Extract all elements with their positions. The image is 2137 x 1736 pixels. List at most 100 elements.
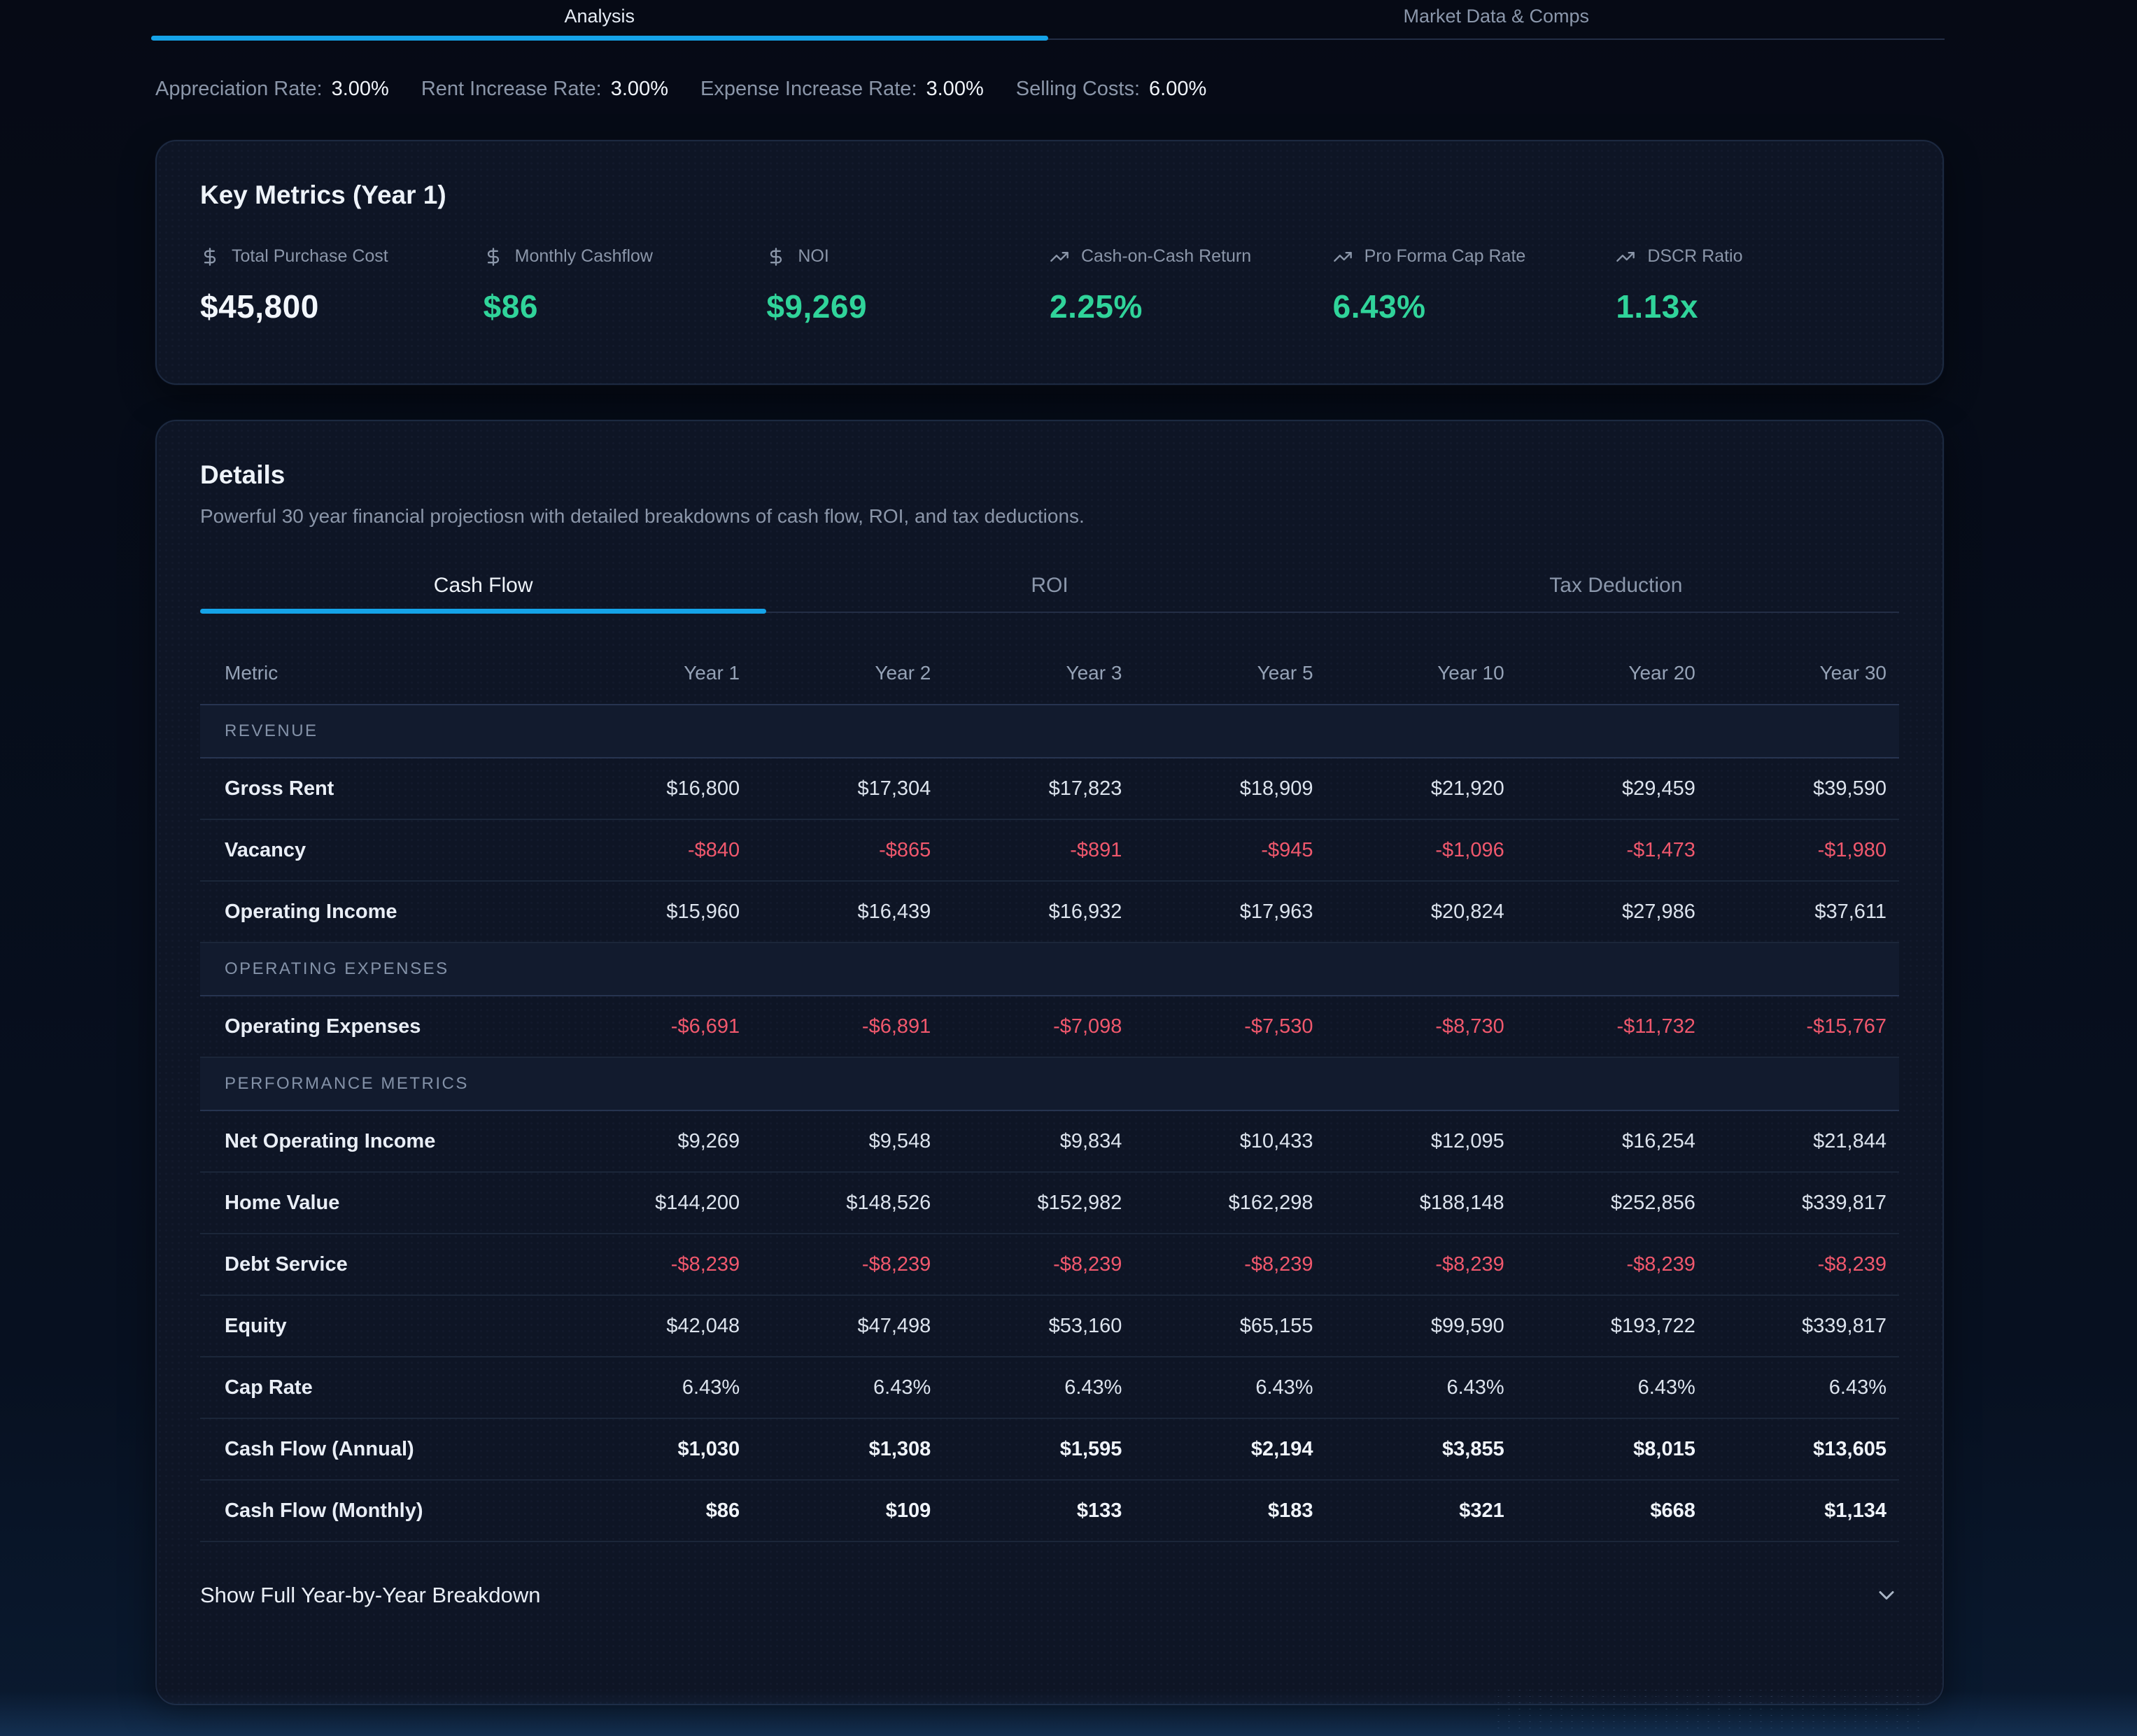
metric-label: Pro Forma Cap Rate — [1364, 246, 1526, 266]
row-value: 6.43% — [1134, 1357, 1326, 1419]
metric-value: $45,800 — [200, 288, 319, 325]
row-value: -$891 — [943, 819, 1135, 882]
row-label: Net Operating Income — [200, 1110, 561, 1173]
column-header-year-30: Year 30 — [1819, 662, 1887, 684]
column-header-year-20: Year 20 — [1628, 662, 1695, 684]
row-value: $1,595 — [943, 1418, 1135, 1481]
column-header-year-3: Year 3 — [1066, 662, 1122, 684]
row-value: $39,590 — [1707, 758, 1899, 820]
row-value: $13,605 — [1707, 1418, 1899, 1481]
row-label: Cap Rate — [200, 1357, 561, 1419]
active-tab-indicator — [151, 36, 1048, 41]
row-value: $99,590 — [1325, 1295, 1517, 1357]
row-value: $2,194 — [1134, 1418, 1326, 1481]
row-value: -$1,473 — [1516, 819, 1708, 882]
row-value: $1,308 — [752, 1418, 944, 1481]
row-value: 6.43% — [1325, 1357, 1517, 1419]
row-label: Debt Service — [200, 1234, 561, 1296]
metric-pro-forma-cap-rate: Pro Forma Cap Rate 6.43% — [1333, 246, 1616, 325]
table-row-operating-income: Operating Income $15,960 $16,439 $16,932 $17… — [200, 881, 1899, 943]
row-value: $252,856 — [1516, 1172, 1708, 1234]
row-value: $53,160 — [943, 1295, 1135, 1357]
row-value: -$8,239 — [943, 1234, 1135, 1296]
assumption-appreciation-rate: Appreciation Rate: 3.00% — [155, 78, 389, 101]
top-tab-bar: Analysis Market Data & Comps — [151, 0, 1945, 41]
assumption-label: Appreciation Rate: — [155, 78, 323, 100]
row-value: $1,030 — [561, 1418, 753, 1481]
row-value: $86 — [561, 1480, 753, 1542]
row-value: $17,823 — [943, 758, 1135, 820]
row-value: $16,932 — [943, 881, 1135, 943]
row-value: -$7,098 — [943, 996, 1135, 1058]
metric-header: Monthly Cashflow — [484, 246, 767, 267]
details-tab-tax-deduction[interactable]: Tax Deduction — [1549, 574, 1683, 597]
row-value: -$8,730 — [1325, 996, 1517, 1058]
row-value: $188,148 — [1325, 1172, 1517, 1234]
assumption-label: Expense Increase Rate: — [700, 78, 917, 100]
key-metrics-grid: Total Purchase Cost $45,800 Monthly Cashfl… — [200, 246, 1899, 325]
metric-total-purchase-cost: Total Purchase Cost $45,800 — [200, 246, 484, 325]
key-metrics-title: Key Metrics (Year 1) — [200, 181, 446, 209]
top-tab-analysis[interactable]: Analysis — [564, 6, 635, 27]
row-label: Cash Flow (Annual) — [200, 1418, 561, 1481]
metric-header: DSCR Ratio — [1616, 246, 1899, 267]
metric-label: Total Purchase Cost — [232, 246, 388, 266]
row-value: $18,909 — [1134, 758, 1326, 820]
row-label: Equity — [200, 1295, 561, 1357]
table-row-cash-flow-annual: Cash Flow (Annual) $1,030 $1,308 $1,595 $2,1… — [200, 1418, 1899, 1481]
assumption-expense-increase-rate: Expense Increase Rate: 3.00% — [700, 78, 984, 101]
row-value: -$1,980 — [1707, 819, 1899, 882]
row-value: $109 — [752, 1480, 944, 1542]
table-row-net-operating-income: Net Operating Income $9,269 $9,548 $9,834 $1… — [200, 1110, 1899, 1173]
row-value: $10,433 — [1134, 1110, 1326, 1173]
column-header-year-1: Year 1 — [684, 662, 740, 684]
row-value: -$15,767 — [1707, 996, 1899, 1058]
details-tab-roi[interactable]: ROI — [1031, 574, 1068, 597]
assumptions-row: Appreciation Rate: 3.00% Rent Increase Rat… — [155, 78, 1944, 101]
table-row-equity: Equity $42,048 $47,498 $53,160 $65,155 $99,59… — [200, 1295, 1899, 1357]
section-row-operating-expenses: OPERATING EXPENSES — [200, 942, 1899, 996]
row-value: $42,048 — [561, 1295, 753, 1357]
dollar-sign-icon — [766, 247, 786, 267]
table-row-cash-flow-monthly: Cash Flow (Monthly) $86 $109 $133 $183 $321 $6… — [200, 1480, 1899, 1542]
metric-label: Monthly Cashflow — [514, 246, 653, 266]
table-row-cap-rate: Cap Rate 6.43% 6.43% 6.43% 6.43% 6.43% 6.43% 6.… — [200, 1357, 1899, 1419]
trending-up-icon — [1333, 247, 1353, 267]
row-value: $152,982 — [943, 1172, 1135, 1234]
row-value: $15,960 — [561, 881, 753, 943]
row-value: -$7,530 — [1134, 996, 1326, 1058]
assumption-value: 3.00% — [331, 78, 389, 100]
row-value: $668 — [1516, 1480, 1708, 1542]
row-value: $17,963 — [1134, 881, 1326, 943]
section-row-performance-metrics: PERFORMANCE METRICS — [200, 1057, 1899, 1111]
section-label: PERFORMANCE METRICS — [200, 1057, 1899, 1111]
row-label: Operating Expenses — [200, 996, 561, 1058]
metric-header: NOI — [766, 246, 1050, 267]
column-header-year-2: Year 2 — [875, 662, 931, 684]
row-value: 6.43% — [561, 1357, 753, 1419]
metric-header: Cash-on-Cash Return — [1050, 246, 1333, 267]
table-row-operating-expenses: Operating Expenses -$6,691 -$6,891 -$7,098-… — [200, 996, 1899, 1058]
metric-value: 2.25% — [1049, 288, 1143, 325]
table-row-gross-rent: Gross Rent $16,800 $17,304 $17,823 $18,909 $2… — [200, 758, 1899, 820]
show-full-breakdown-button[interactable]: Show Full Year-by-Year Breakdown — [200, 1583, 1899, 1608]
top-tab-market-data-comps[interactable]: Market Data & Comps — [1403, 6, 1590, 27]
row-value: $65,155 — [1134, 1295, 1326, 1357]
row-value: 6.43% — [1707, 1357, 1899, 1419]
chevron-down-icon — [1874, 1583, 1899, 1608]
assumption-value: 3.00% — [926, 78, 984, 100]
row-label: Cash Flow (Monthly) — [200, 1480, 561, 1542]
column-header-year-5: Year 5 — [1257, 662, 1313, 684]
assumption-rent-increase-rate: Rent Increase Rate: 3.00% — [421, 78, 668, 101]
table-row-home-value: Home Value $144,200 $148,526 $152,982 $162,2… — [200, 1172, 1899, 1234]
main-content: Analysis Market Data & Comps Appreciation… — [151, 0, 1945, 1705]
details-tab-cash-flow[interactable]: Cash Flow — [433, 574, 533, 597]
row-value: $17,304 — [752, 758, 944, 820]
metric-value: 1.13x — [1616, 288, 1698, 325]
row-value: $20,824 — [1325, 881, 1517, 943]
table-row-vacancy: Vacancy -$840 -$865 -$891 -$945 -$1,096 -$1,47… — [200, 819, 1899, 882]
metric-dscr-ratio: DSCR Ratio 1.13x — [1616, 246, 1899, 325]
metric-monthly-cashflow: Monthly Cashflow $86 — [484, 246, 767, 325]
section-label: OPERATING EXPENSES — [200, 942, 1899, 996]
trending-up-icon — [1050, 247, 1069, 267]
